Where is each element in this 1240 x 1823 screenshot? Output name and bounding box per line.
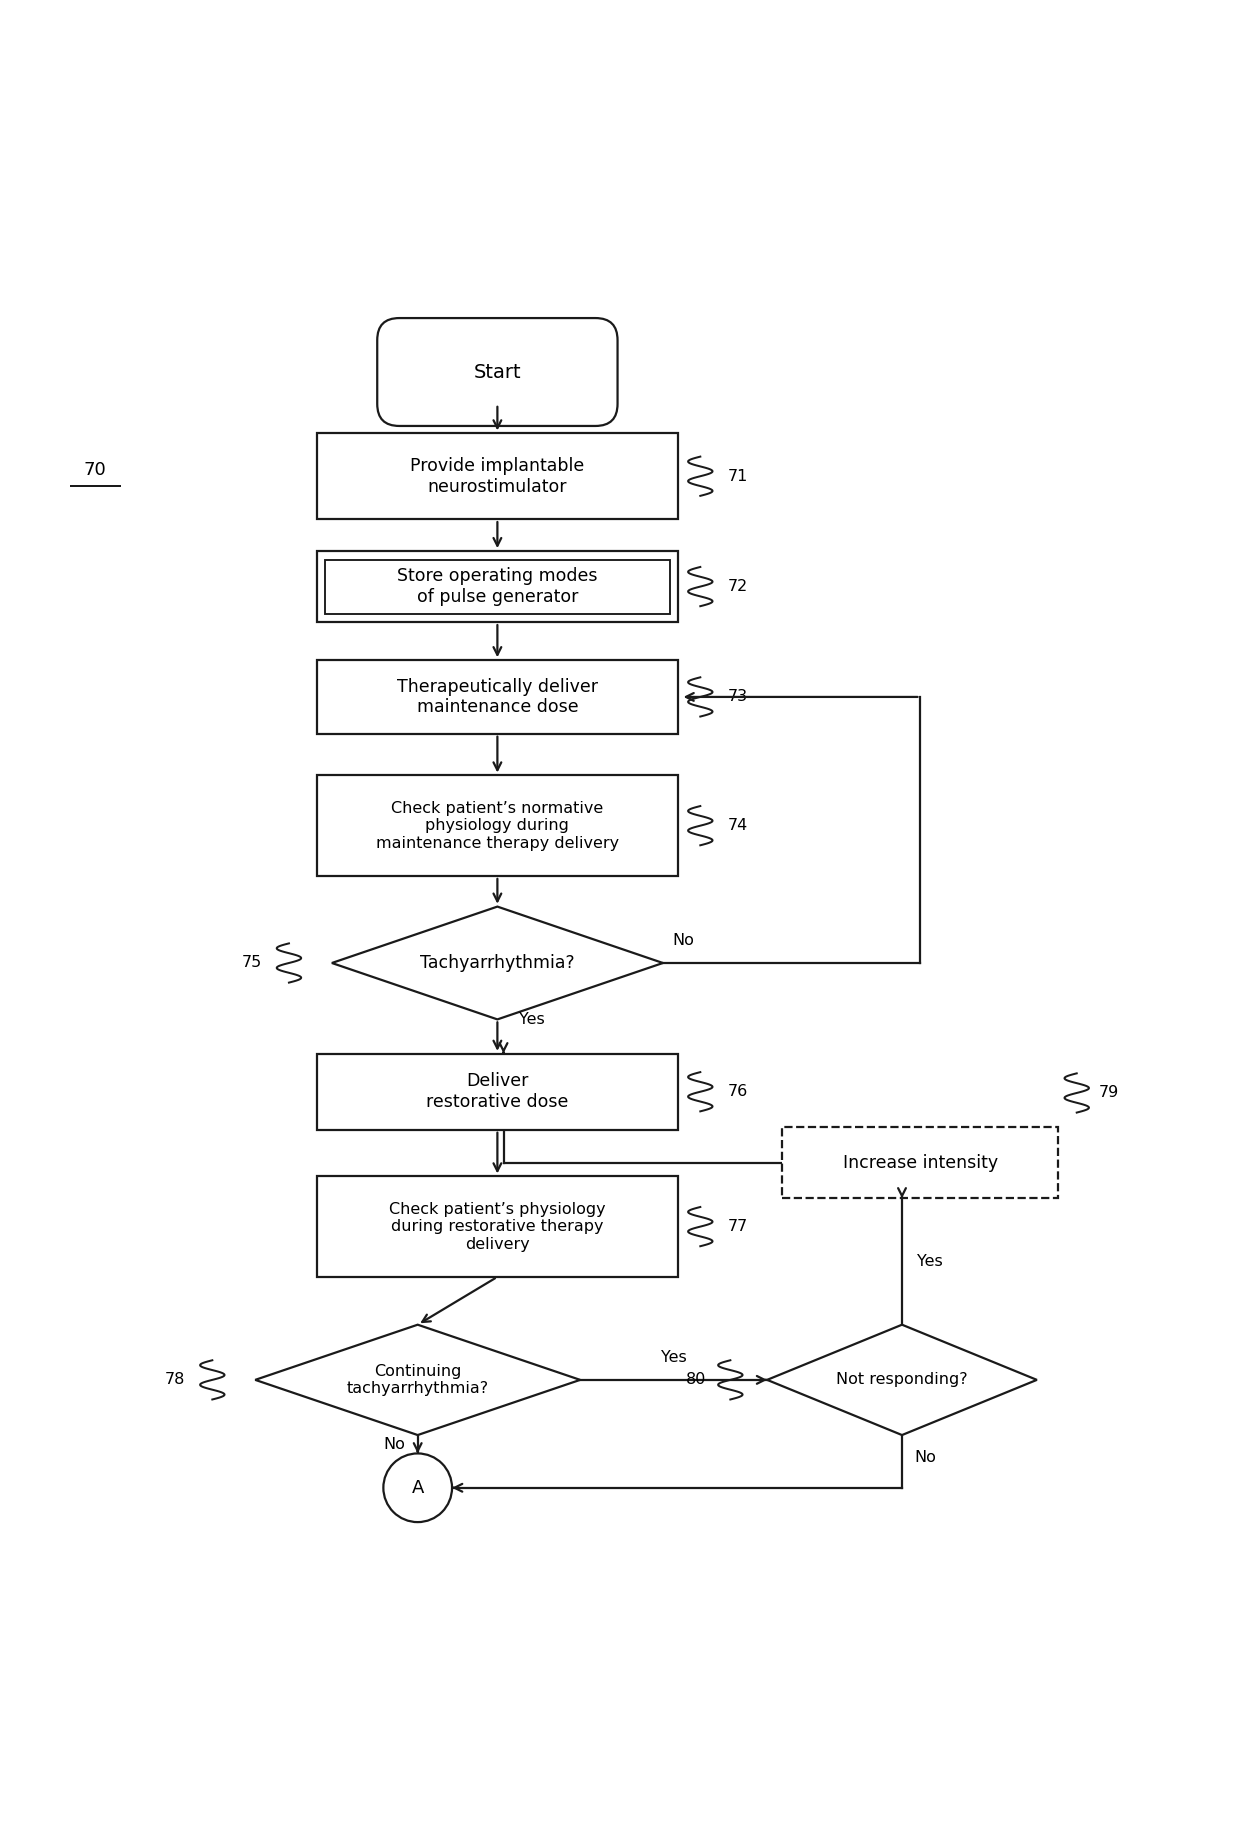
Text: Check patient’s normative
physiology during
maintenance therapy delivery: Check patient’s normative physiology dur… xyxy=(376,800,619,851)
Text: Tachyarrhythmia?: Tachyarrhythmia? xyxy=(420,953,574,972)
Text: 70: 70 xyxy=(84,461,107,479)
Text: 78: 78 xyxy=(165,1373,185,1387)
Text: A: A xyxy=(412,1478,424,1497)
Text: Continuing
tachyarrhythmia?: Continuing tachyarrhythmia? xyxy=(347,1364,489,1396)
Text: Start: Start xyxy=(474,363,521,381)
Bar xyxy=(325,560,670,614)
Text: Store operating modes
of pulse generator: Store operating modes of pulse generator xyxy=(397,567,598,605)
Text: 80: 80 xyxy=(686,1373,706,1387)
Polygon shape xyxy=(332,906,663,1019)
Bar xyxy=(316,660,678,733)
Polygon shape xyxy=(768,1325,1037,1435)
Text: No: No xyxy=(383,1437,405,1451)
Text: Increase intensity: Increase intensity xyxy=(843,1154,998,1172)
Text: 72: 72 xyxy=(728,580,748,594)
Text: Yes: Yes xyxy=(520,1012,546,1026)
Bar xyxy=(316,1054,678,1130)
Text: Yes: Yes xyxy=(661,1351,687,1365)
Polygon shape xyxy=(255,1325,580,1435)
Circle shape xyxy=(383,1453,453,1522)
Text: 79: 79 xyxy=(1099,1085,1118,1101)
Text: Deliver
restorative dose: Deliver restorative dose xyxy=(427,1072,569,1112)
Text: 77: 77 xyxy=(728,1220,748,1234)
Bar xyxy=(316,1176,678,1276)
Text: 76: 76 xyxy=(728,1085,748,1099)
Text: Provide implantable
neurostimulator: Provide implantable neurostimulator xyxy=(410,458,584,496)
Bar xyxy=(316,434,678,520)
Text: 74: 74 xyxy=(728,819,748,833)
Bar xyxy=(782,1127,1058,1198)
Text: Not responding?: Not responding? xyxy=(836,1373,967,1387)
Text: No: No xyxy=(914,1449,936,1464)
Text: 73: 73 xyxy=(728,689,748,704)
Text: 71: 71 xyxy=(728,469,748,483)
Bar xyxy=(316,551,678,622)
Text: No: No xyxy=(673,933,694,948)
FancyBboxPatch shape xyxy=(377,317,618,427)
Text: Yes: Yes xyxy=(916,1254,942,1269)
Bar xyxy=(316,775,678,875)
Text: Therapeutically deliver
maintenance dose: Therapeutically deliver maintenance dose xyxy=(397,678,598,716)
Text: Check patient’s physiology
during restorative therapy
delivery: Check patient’s physiology during restor… xyxy=(389,1201,605,1252)
Text: 75: 75 xyxy=(242,955,262,970)
